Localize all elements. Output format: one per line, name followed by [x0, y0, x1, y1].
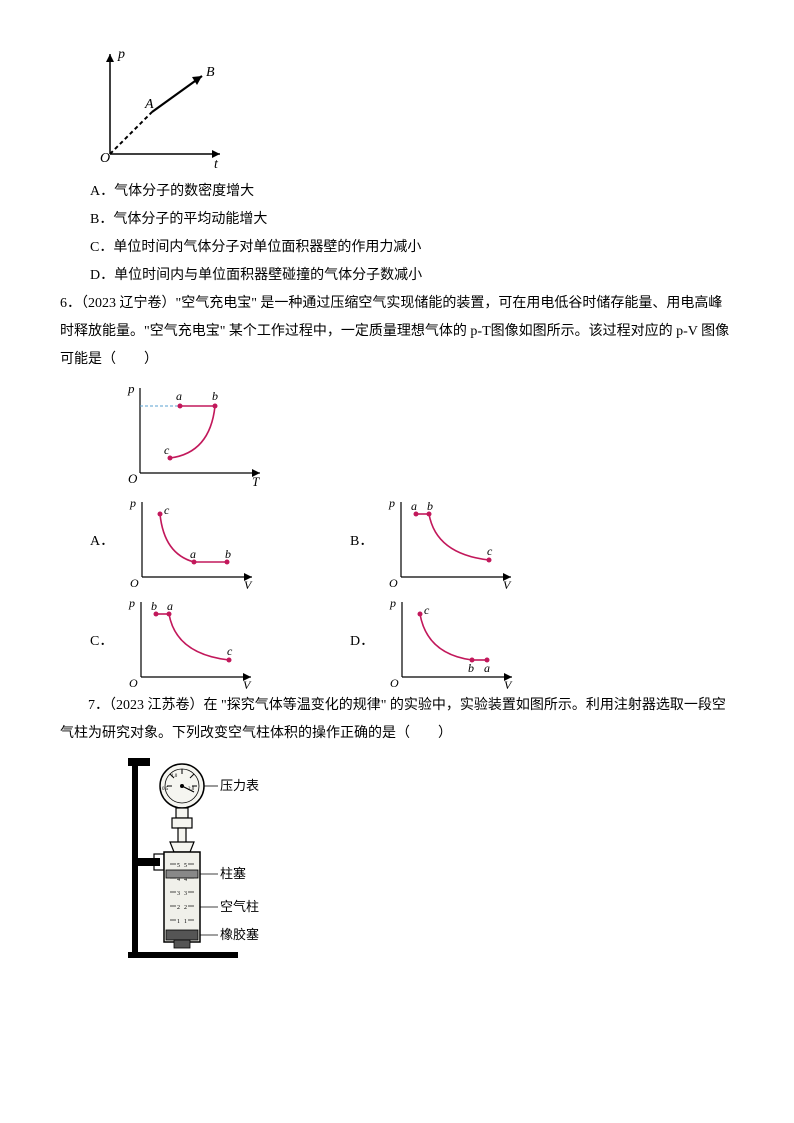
- q6-pt-figure: p T O a b c: [120, 378, 734, 488]
- ax-p: p: [389, 596, 396, 610]
- ax-p: p: [128, 596, 135, 610]
- opt-C-graph: p V O b a c: [121, 592, 261, 692]
- ax-V: V: [243, 678, 252, 692]
- q5-opt-A: A．气体分子的数密度增大: [90, 178, 734, 206]
- opt-C-label: C．: [90, 628, 113, 656]
- svg-text:3: 3: [177, 891, 180, 897]
- lbl-a: a: [190, 547, 196, 561]
- origin-label: O: [100, 151, 110, 166]
- q7-stem: 7．（2023 江苏卷）在 "探究气体等温变化的规律" 的实验中，实验装置如图所…: [60, 692, 734, 748]
- x-axis-label: t: [214, 157, 219, 172]
- ax-O: O: [389, 576, 398, 590]
- point-A: A: [144, 97, 154, 112]
- svg-text:5: 5: [177, 863, 180, 869]
- lbl-b: b: [225, 547, 231, 561]
- point-B: B: [206, 65, 215, 80]
- pt-b: b: [212, 389, 218, 403]
- label-piston: 柱塞: [220, 866, 246, 881]
- lbl-c: c: [424, 603, 430, 617]
- opt-B-label: B．: [350, 528, 373, 556]
- axis-T: T: [252, 474, 260, 488]
- lbl-b: b: [468, 661, 474, 675]
- lbl-c: c: [227, 644, 233, 658]
- svg-text:0.5: 0.5: [162, 787, 169, 792]
- q6-opt-C: C． p V O b a c: [90, 592, 350, 692]
- ax-V: V: [503, 578, 512, 592]
- lbl-a: a: [167, 599, 173, 613]
- ax-O: O: [390, 676, 399, 690]
- svg-text:1.0: 1.0: [171, 774, 178, 779]
- lbl-c: c: [487, 544, 493, 558]
- opt-B-graph: p V O a b c: [381, 492, 521, 592]
- svg-text:2: 2: [177, 905, 180, 911]
- svg-text:5: 5: [184, 863, 187, 869]
- lbl-b: b: [427, 499, 433, 513]
- ax-V: V: [504, 678, 513, 692]
- svg-text:1: 1: [177, 919, 180, 925]
- q6-opt-B: B． p V O a b c: [350, 492, 610, 592]
- lbl-b: b: [151, 599, 157, 613]
- q5-figure: O p t A B: [90, 44, 734, 174]
- opt-D-label: D．: [350, 628, 374, 656]
- svg-text:2: 2: [184, 905, 187, 911]
- pt-a: a: [176, 389, 182, 403]
- ax-p: p: [388, 496, 395, 510]
- label-air: 空气柱: [220, 899, 259, 914]
- svg-text:1: 1: [184, 919, 187, 925]
- lbl-c: c: [164, 503, 170, 517]
- q6-opt-A: A． p V O c a b: [90, 492, 350, 592]
- origin: O: [128, 471, 138, 486]
- ax-O: O: [130, 576, 139, 590]
- q7-figure: 1.0 0.5 2.0 压力表 55 44 33 22 11 柱塞 空气柱 橡胶…: [120, 752, 734, 962]
- lbl-a: a: [484, 661, 490, 675]
- pt-graph: O p t A B: [90, 44, 230, 174]
- pt-c: c: [164, 443, 170, 457]
- q5-opt-C: C．单位时间内气体分子对单位面积器壁的作用力减小: [90, 234, 734, 262]
- ax-V: V: [244, 578, 253, 592]
- opt-D-graph: p V O c b a: [382, 592, 522, 692]
- ax-p: p: [129, 496, 136, 510]
- q5-opt-B: B．气体分子的平均动能增大: [90, 206, 734, 234]
- q6-opt-D: D． p V O c b a: [350, 592, 610, 692]
- ax-O: O: [129, 676, 138, 690]
- y-axis-label: p: [117, 47, 125, 62]
- q6-stem: 6．（2023 辽宁卷）"空气充电宝" 是一种通过压缩空气实现储能的装置，可在用…: [60, 290, 734, 374]
- opt-A-label: A．: [90, 528, 114, 556]
- lbl-a: a: [411, 499, 417, 513]
- opt-A-graph: p V O c a b: [122, 492, 262, 592]
- q5-opt-D: D．单位时间内与单位面积器壁碰撞的气体分子数减小: [90, 262, 734, 290]
- label-stopper: 橡胶塞: [220, 927, 259, 942]
- label-gauge: 压力表: [220, 778, 259, 793]
- svg-text:3: 3: [184, 891, 187, 897]
- axis-p: p: [127, 381, 135, 396]
